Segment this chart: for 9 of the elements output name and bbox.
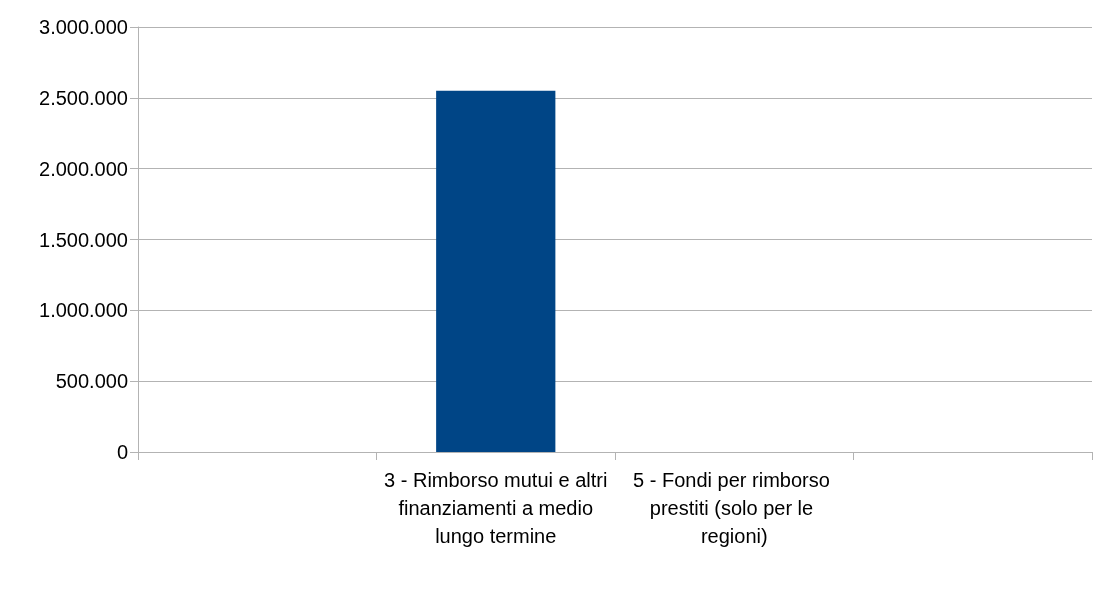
x-tick-label: 5 - Fondi per rimborso prestiti (solo per le regioni) [633,469,836,547]
y-tick-label: 2.500.000 [39,86,128,109]
x-tick-label: 3 - Rimborso mutui e altri finanziamenti a medio lungo termine [384,469,608,547]
y-tick-label: 1.000.000 [39,299,128,322]
y-tick-label: 0 [116,441,128,463]
y-tick-label: 2.000.000 [39,157,128,180]
y-tick-label: 1.500.000 [39,228,128,251]
y-tick-label: 500.000 [55,370,128,393]
y-tick-label: 3.000.000 [39,16,128,38]
